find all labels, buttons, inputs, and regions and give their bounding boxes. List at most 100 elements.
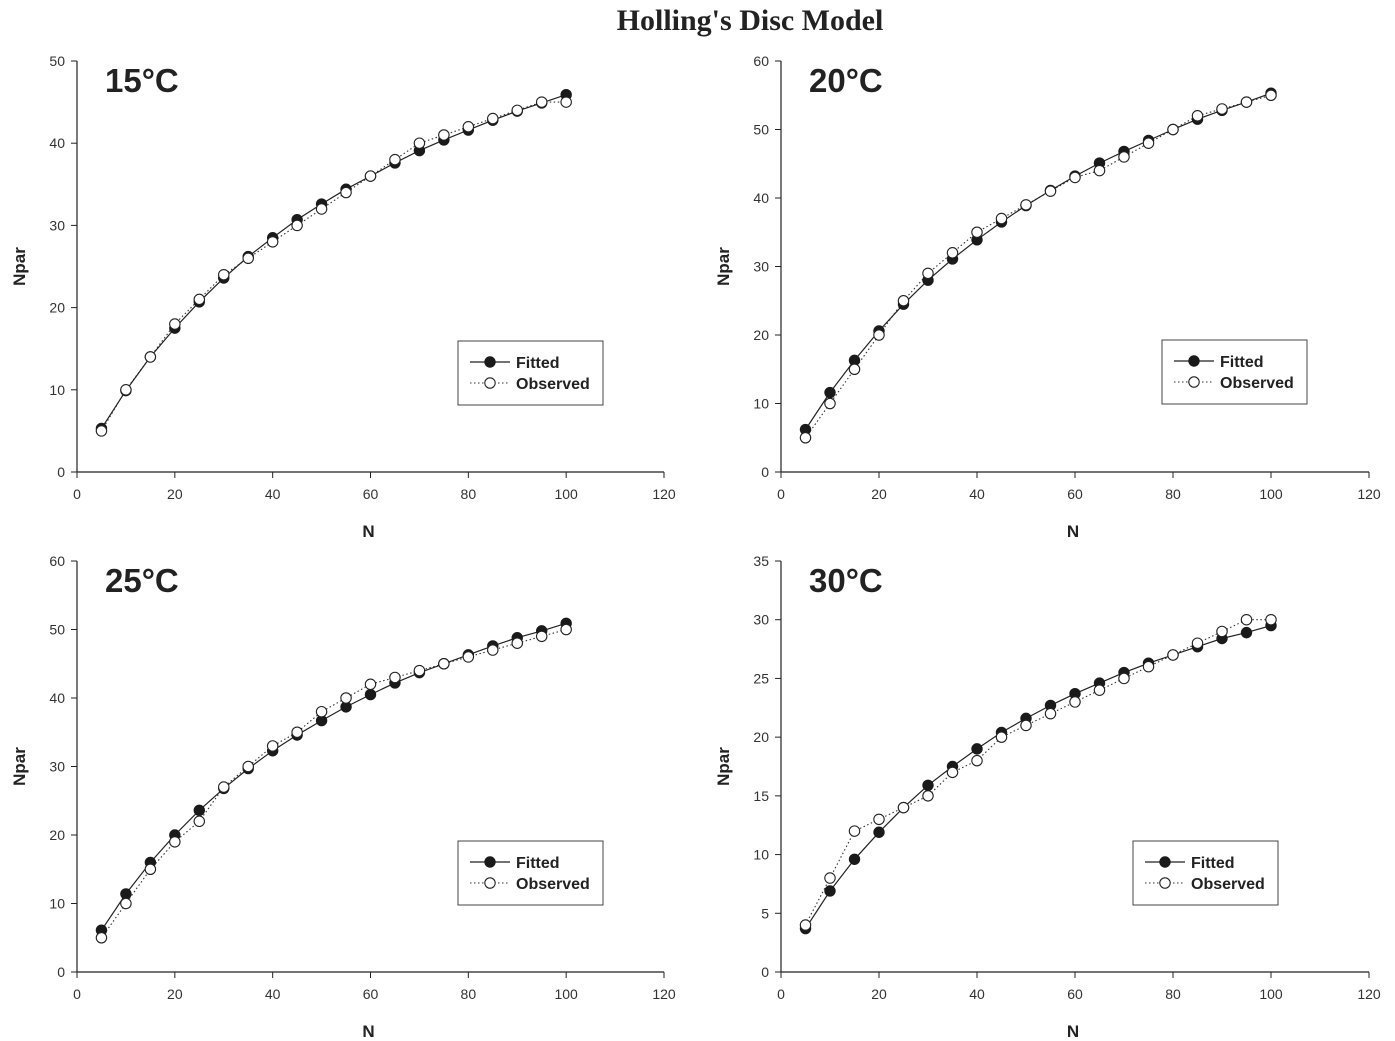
y-tick-label: 20 — [49, 300, 65, 316]
observed-point — [144, 351, 157, 363]
y-axis-label: Npar — [714, 247, 733, 286]
observed-point — [266, 740, 279, 752]
observed-point — [1093, 164, 1106, 177]
x-tick-label: 120 — [652, 986, 676, 1002]
x-tick-label: 20 — [167, 986, 183, 1002]
fitted-point — [1240, 626, 1253, 639]
x-tick-label: 80 — [461, 986, 477, 1002]
x-tick-label: 120 — [652, 486, 676, 502]
x-axis-label: N — [1067, 522, 1079, 541]
x-tick-label: 40 — [969, 986, 985, 1002]
x-tick-label: 80 — [1165, 986, 1181, 1002]
x-tick-label: 0 — [73, 486, 81, 502]
observed-point — [487, 112, 499, 125]
legend-box — [1132, 840, 1279, 906]
x-tick-label: 20 — [871, 486, 887, 502]
x-tick-label: 20 — [167, 486, 183, 502]
y-tick-label: 0 — [57, 464, 65, 480]
y-tick-label: 0 — [57, 964, 65, 980]
observed-point — [242, 252, 254, 265]
fitted-point — [971, 743, 983, 755]
x-tick-label: 0 — [777, 986, 785, 1002]
legend-fitted-label: Fitted — [1191, 855, 1235, 872]
observed-point — [438, 657, 450, 670]
x-axis-label: N — [1067, 1022, 1079, 1041]
x-tick-label: 100 — [554, 486, 578, 502]
y-tick-label: 20 — [753, 327, 769, 343]
fitted-point — [824, 386, 836, 399]
y-tick-label: 0 — [761, 464, 769, 480]
legend-box — [457, 340, 604, 406]
x-tick-label: 80 — [1165, 486, 1181, 502]
legend-fitted-marker — [1188, 355, 1200, 367]
legend-observed-marker — [1188, 376, 1200, 388]
y-tick-label: 20 — [753, 729, 769, 745]
observed-point — [848, 363, 861, 375]
observed-point — [897, 294, 910, 307]
x-tick-label: 40 — [265, 986, 281, 1002]
observed-point — [95, 425, 108, 437]
observed-point — [848, 825, 861, 837]
observed-point — [120, 384, 132, 396]
legend-observed-marker — [484, 377, 496, 389]
observed-point — [1240, 613, 1253, 626]
observed-point — [1020, 719, 1032, 732]
observed-point — [144, 863, 157, 875]
observed-point — [1167, 123, 1179, 136]
x-tick-label: 40 — [265, 486, 281, 502]
y-tick-label: 50 — [753, 122, 769, 138]
observed-point — [897, 801, 910, 814]
observed-point — [266, 236, 279, 248]
y-tick-label: 30 — [49, 759, 65, 775]
observed-point — [413, 137, 426, 149]
observed-point — [413, 664, 426, 677]
x-tick-label: 100 — [1259, 486, 1283, 502]
legend: Fitted Observed — [1132, 840, 1279, 906]
observed-point — [1265, 613, 1277, 626]
x-tick-label: 60 — [1067, 986, 1083, 1002]
observed-point — [193, 815, 206, 828]
legend-observed-marker — [1159, 877, 1171, 889]
observed-point — [340, 692, 352, 704]
y-tick-label: 40 — [49, 135, 65, 151]
observed-point — [560, 623, 572, 636]
observed-series-line — [101, 628, 567, 939]
observed-point — [169, 318, 181, 330]
fitted-point — [848, 853, 861, 865]
observed-point — [389, 153, 401, 166]
y-tick-label: 15 — [753, 788, 769, 804]
y-tick-label: 0 — [761, 964, 769, 980]
legend-fitted-label: Fitted — [516, 355, 560, 372]
observed-point — [1216, 625, 1228, 638]
legend-observed-marker — [484, 877, 496, 889]
observed-point — [1142, 660, 1155, 673]
observed-point — [946, 247, 959, 259]
y-tick-label: 40 — [753, 190, 769, 206]
figure-title: Holling's Disc Model — [617, 4, 884, 37]
y-tick-label: 50 — [49, 53, 65, 69]
observed-point — [1265, 89, 1277, 102]
observed-point — [242, 760, 254, 773]
y-tick-label: 60 — [49, 553, 65, 569]
legend-observed-label: Observed — [516, 376, 590, 393]
observed-point — [799, 431, 812, 444]
observed-point — [971, 754, 983, 767]
observed-point — [1069, 696, 1081, 708]
observed-point — [799, 919, 812, 931]
x-tick-label: 0 — [777, 486, 785, 502]
x-tick-label: 120 — [1357, 486, 1381, 502]
observed-point — [560, 96, 572, 108]
chart-panel-p30: 0 5 10 15 20 25 30 35 0 20 40 60 80 100 120 N Npar 30°C Fi… — [714, 553, 1381, 1041]
y-tick-label: 50 — [49, 622, 65, 638]
observed-point — [535, 630, 548, 643]
y-tick-label: 25 — [753, 670, 769, 686]
legend-fitted-label: Fitted — [1220, 354, 1264, 371]
fitted-point — [873, 826, 885, 838]
legend-observed-label: Observed — [1220, 375, 1294, 392]
observed-point — [1044, 707, 1057, 720]
observed-point — [95, 931, 108, 944]
legend-box — [457, 840, 604, 906]
x-tick-label: 40 — [969, 486, 985, 502]
y-tick-label: 20 — [49, 827, 65, 843]
legend-observed-label: Observed — [516, 876, 590, 893]
